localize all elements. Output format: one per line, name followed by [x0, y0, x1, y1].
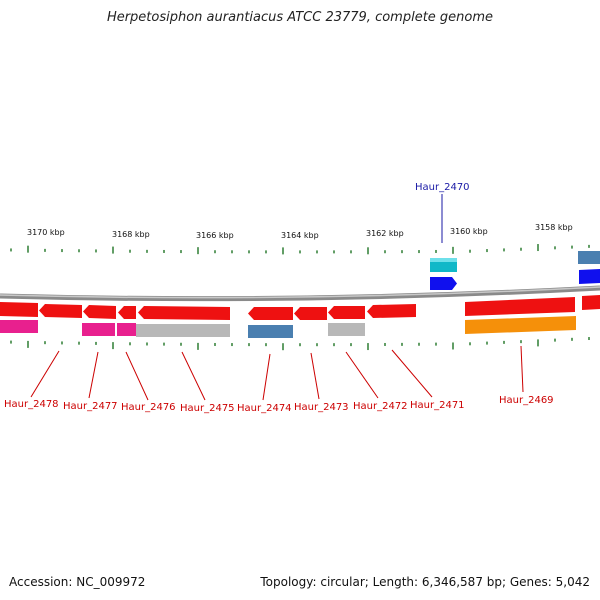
- ruler-label: 3158 kbp: [535, 223, 573, 232]
- gene-label[interactable]: Haur_2476: [121, 402, 176, 413]
- feature-boxes: [0, 316, 576, 338]
- ruler-label: 3162 kbp: [366, 229, 404, 238]
- ruler-ticks: [10, 244, 590, 351]
- ruler-label: 3164 kbp: [281, 231, 319, 240]
- accession-text: Accession: NC_009972: [9, 575, 146, 589]
- gene-arrow-haur-2470[interactable]: [430, 277, 457, 290]
- gene-label[interactable]: Haur_2478: [4, 399, 59, 410]
- gene-label[interactable]: Haur_2470: [415, 182, 470, 193]
- forward-strand: [430, 251, 600, 290]
- feature-gray-box[interactable]: [136, 324, 230, 337]
- ruler-label: 3166 kbp: [196, 231, 234, 240]
- gene-arrow-haur-2471[interactable]: [367, 304, 416, 318]
- feature-steel-box[interactable]: [248, 325, 293, 338]
- gene-label[interactable]: Haur_2474: [237, 403, 292, 414]
- gene-arrow-right-edge[interactable]: [579, 269, 600, 284]
- gene-arrow-haur-2475[interactable]: [138, 306, 230, 320]
- gene-arrow-haur-2472[interactable]: [328, 306, 365, 319]
- feature-magenta-box[interactable]: [117, 323, 136, 336]
- ruler-label: 3170 kbp: [27, 228, 65, 237]
- gene-arrow-haur-2478[interactable]: [0, 302, 38, 317]
- gene-arrow-haur-2477[interactable]: [83, 305, 116, 319]
- label-leaders: [30, 194, 524, 401]
- genome-backbone: [0, 285, 600, 302]
- genome-summary-text: Topology: circular; Length: 6,346,587 bp…: [260, 575, 590, 589]
- gene-label[interactable]: Haur_2475: [180, 403, 235, 414]
- gene-arrow-haur-2473[interactable]: [294, 307, 327, 320]
- ruler-label: 3160 kbp: [450, 227, 488, 236]
- feature-magenta-box[interactable]: [82, 323, 115, 336]
- genome-title: Herpetosiphon aurantiacus ATCC 23779, co…: [106, 10, 494, 25]
- gene-arrow-haur-2477-a[interactable]: [39, 304, 82, 318]
- gene-label[interactable]: Haur_2473: [294, 402, 349, 413]
- gene-label[interactable]: Haur_2471: [410, 400, 465, 411]
- gene-arrow-right-edge-red[interactable]: [582, 295, 600, 310]
- gene-arrow-haur-2476[interactable]: [118, 306, 136, 319]
- gene-labels: Haur_2478 Haur_2477 Haur_2476 Haur_2475 …: [4, 182, 554, 414]
- gene-arrow-haur-2474[interactable]: [248, 307, 293, 320]
- reverse-strand: [0, 295, 600, 320]
- gene-arrow-haur-2469[interactable]: [465, 297, 575, 316]
- gene-label[interactable]: Haur_2472: [353, 401, 408, 412]
- gene-label[interactable]: Haur_2477: [63, 401, 118, 412]
- gene-label[interactable]: Haur_2469: [499, 395, 554, 406]
- feature-magenta-box[interactable]: [0, 320, 38, 333]
- feature-gray-box[interactable]: [328, 323, 365, 336]
- ruler-label: 3168 kbp: [112, 230, 150, 239]
- ruler-labels: 3170 kbp 3168 kbp 3166 kbp 3164 kbp 3162…: [27, 223, 573, 240]
- feature-orange-box[interactable]: [465, 316, 576, 334]
- feature-steel-box[interactable]: [578, 251, 600, 264]
